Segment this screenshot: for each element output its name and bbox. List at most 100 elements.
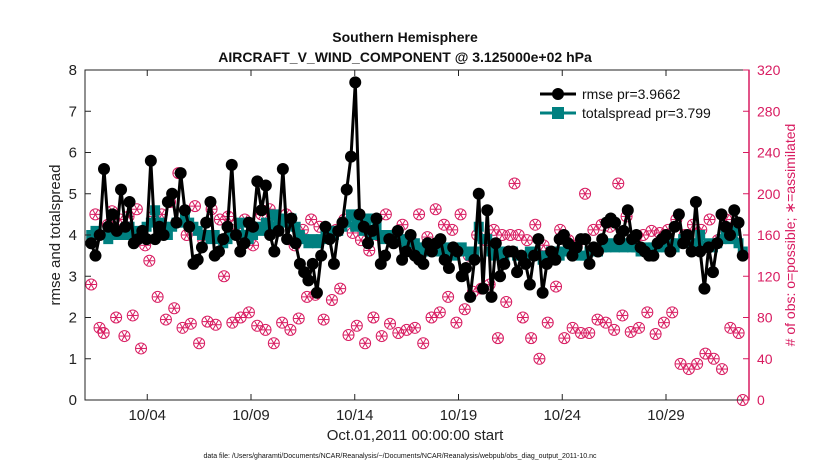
obs-possible-marker bbox=[384, 317, 397, 330]
obs-possible-marker bbox=[209, 318, 222, 331]
obs-possible-marker bbox=[400, 323, 413, 336]
obs-point bbox=[450, 316, 463, 329]
obs-point bbox=[209, 318, 222, 331]
obs-possible-marker bbox=[301, 290, 314, 303]
obs-assimilated-marker bbox=[540, 240, 547, 250]
rmse-point bbox=[123, 196, 136, 208]
obs-possible-marker bbox=[392, 326, 405, 339]
rmse-point bbox=[106, 208, 119, 221]
totalspread-point bbox=[150, 205, 161, 216]
rmse-point bbox=[387, 237, 400, 250]
rmse-point bbox=[157, 229, 170, 241]
obs-point bbox=[342, 329, 355, 342]
obs-possible-marker bbox=[525, 332, 538, 345]
y-axis-left: 0 1 2 3 4 5 6 7 8 bbox=[69, 62, 91, 409]
rmse-point bbox=[259, 179, 272, 192]
rmse-point bbox=[285, 212, 298, 225]
obs-point bbox=[529, 218, 542, 231]
y-tick-label: 6 bbox=[69, 145, 77, 162]
obs-assimilated-marker bbox=[171, 303, 178, 313]
obs-assimilated-marker bbox=[287, 325, 294, 335]
obs-assimilated-marker bbox=[710, 354, 717, 364]
rmse-series bbox=[85, 76, 749, 303]
rmse-point bbox=[119, 220, 132, 233]
obs-assimilated-marker bbox=[187, 319, 194, 329]
obs-possible-marker bbox=[135, 342, 148, 355]
obs-assimilated-marker bbox=[727, 323, 734, 333]
legend-spread-label: totalspread pr=3.799 bbox=[582, 105, 711, 121]
chart-subtitle: AIRCRAFT_V_WIND_COMPONENT @ 3.125000e+02… bbox=[218, 49, 592, 65]
x-tick-label: 10/19 bbox=[440, 407, 478, 424]
obs-point bbox=[666, 306, 679, 319]
obs-assimilated-marker bbox=[216, 214, 223, 225]
rmse-point bbox=[617, 224, 630, 237]
obs-assimilated-marker bbox=[146, 256, 153, 266]
y-right-tick-label: 200 bbox=[757, 186, 781, 202]
obs-point bbox=[633, 321, 646, 334]
obs-possible-marker bbox=[666, 306, 679, 319]
obs-assimilated-marker bbox=[295, 313, 302, 324]
rmse-point bbox=[276, 163, 289, 175]
obs-point bbox=[550, 280, 563, 293]
obs-assimilated-marker bbox=[706, 214, 713, 225]
obs-assimilated-marker bbox=[457, 209, 464, 219]
obs-possible-marker bbox=[529, 218, 542, 231]
rmse-point bbox=[698, 282, 711, 295]
obs-possible-marker bbox=[533, 352, 546, 365]
obs-assimilated-marker bbox=[262, 325, 269, 335]
obs-assimilated-marker bbox=[382, 209, 389, 219]
rmse-point bbox=[528, 249, 541, 262]
obs-assimilated-marker bbox=[279, 318, 286, 328]
obs-possible-marker bbox=[707, 352, 720, 365]
obs-assimilated-marker bbox=[636, 323, 642, 333]
obs-assimilated-marker bbox=[586, 328, 593, 338]
obs-point bbox=[118, 330, 131, 343]
obs-point bbox=[612, 177, 625, 190]
obs-assimilated-marker bbox=[590, 225, 597, 235]
obs-assimilated-marker bbox=[92, 209, 99, 219]
rmse-point bbox=[404, 229, 417, 241]
obs-assimilated-marker bbox=[237, 312, 244, 323]
obs-assimilated-marker bbox=[221, 271, 227, 281]
obs-point bbox=[608, 323, 621, 336]
obs-assimilated-marker bbox=[436, 307, 443, 317]
obs-point bbox=[442, 290, 455, 303]
obs-possible-marker bbox=[325, 293, 338, 306]
rmse-point bbox=[689, 196, 702, 208]
obs-possible-marker bbox=[732, 326, 745, 339]
totalspread-point bbox=[235, 217, 246, 228]
obs-assimilated-marker bbox=[627, 327, 634, 337]
obs-possible-marker bbox=[446, 223, 459, 236]
obs-assimilated-marker bbox=[702, 349, 709, 359]
obs-assimilated-marker bbox=[158, 209, 165, 219]
x-tick-label: 10/29 bbox=[647, 407, 685, 424]
obs-possible-marker bbox=[616, 309, 629, 322]
obs-point bbox=[85, 278, 98, 291]
rmse-point bbox=[340, 183, 353, 196]
obs-possible-marker bbox=[126, 309, 139, 322]
legend-box bbox=[534, 78, 742, 124]
rmse-point bbox=[481, 204, 494, 217]
obs-assimilated-marker bbox=[353, 321, 360, 331]
obs-point bbox=[126, 309, 139, 322]
rmse-point bbox=[630, 229, 643, 241]
obs-point bbox=[251, 319, 264, 332]
obs-possible-marker bbox=[413, 208, 426, 221]
obs-point bbox=[624, 325, 637, 338]
obs-assimilated-marker bbox=[453, 318, 460, 328]
obs-point bbox=[193, 337, 206, 350]
obs-possible-marker bbox=[305, 213, 318, 226]
x-axis: 10/04 10/09 10/14 10/19 10/24 10/29 bbox=[128, 70, 685, 424]
obs-point bbox=[325, 293, 338, 306]
rmse-point bbox=[170, 216, 183, 229]
obs-assimilated-marker bbox=[420, 338, 427, 348]
rmse-point bbox=[353, 208, 366, 221]
obs-assimilated-marker bbox=[416, 209, 423, 219]
obs-point bbox=[334, 282, 347, 295]
y-right-tick-label: 280 bbox=[757, 103, 781, 119]
obs-point bbox=[218, 270, 231, 283]
obs-point bbox=[413, 208, 426, 221]
rmse-point bbox=[315, 249, 328, 262]
obs-possible-marker bbox=[317, 313, 330, 326]
obs-point bbox=[716, 363, 729, 376]
